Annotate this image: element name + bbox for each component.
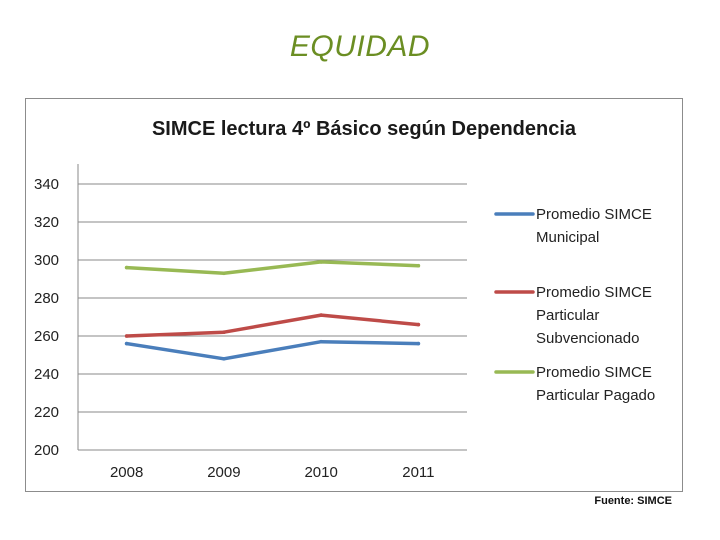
series-2-point: [124, 265, 129, 270]
series-2-point: [222, 271, 226, 276]
legend-label-0: Municipal: [536, 229, 599, 246]
x-tick-label: 2009: [207, 464, 240, 481]
y-tick-label: 240: [34, 366, 59, 383]
y-tick-label: 220: [34, 404, 59, 421]
series-0-point: [124, 341, 129, 346]
series-line-1: [124, 313, 421, 338]
series-1-point: [222, 330, 226, 334]
series-0-point: [222, 357, 226, 361]
series-line-2: [124, 260, 421, 276]
legend-label-2: Particular Pagado: [536, 387, 655, 404]
chart-title: SIMCE lectura 4º Básico según Dependenci…: [152, 118, 577, 140]
line-chart: SIMCE lectura 4º Básico según Dependenci…: [34, 118, 655, 481]
series-0-point: [416, 341, 421, 346]
series-line-0: [124, 339, 421, 361]
series-2-point: [319, 260, 323, 264]
series-1-point: [416, 322, 421, 327]
y-tick-label: 260: [34, 328, 59, 345]
y-tick-label: 300: [34, 252, 59, 269]
series-1-point: [319, 313, 323, 317]
source-note: Fuente: SIMCE: [594, 495, 672, 507]
slide-title: EQUIDAD: [289, 30, 431, 63]
y-tick-label: 320: [34, 214, 59, 231]
legend-label-0: Promedio SIMCE: [536, 206, 652, 223]
series-2-point: [416, 263, 421, 268]
legend-label-1: Subvencionado: [536, 330, 639, 347]
legend-label-1: Promedio SIMCE: [536, 284, 652, 301]
y-tick-label: 200: [34, 442, 59, 459]
chart-frame: SIMCE lectura 4º Básico según Dependenci…: [25, 98, 683, 492]
x-tick-label: 2010: [304, 464, 337, 481]
series-0-point: [319, 339, 323, 344]
legend-label-1: Particular: [536, 307, 599, 324]
x-tick-label: 2011: [402, 464, 434, 481]
series-1-point: [124, 334, 129, 338]
x-tick-label: 2008: [110, 464, 143, 481]
legend-label-2: Promedio SIMCE: [536, 364, 652, 381]
y-tick-label: 280: [34, 290, 59, 307]
y-tick-label: 340: [34, 176, 59, 193]
